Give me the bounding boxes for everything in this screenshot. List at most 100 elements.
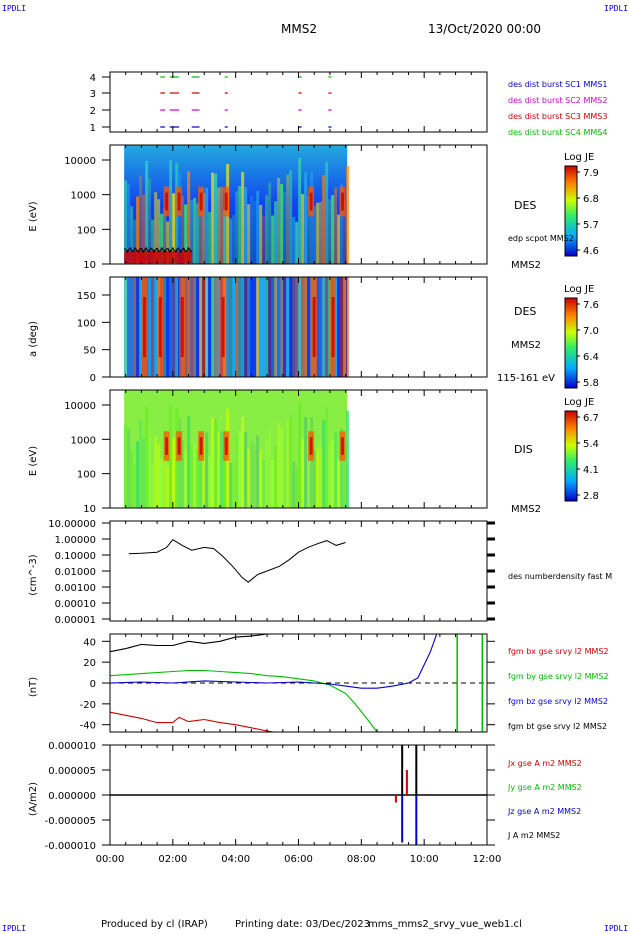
heatmap-column bbox=[331, 195, 335, 264]
footer-produced: Produced by cl (IRAP) bbox=[101, 919, 208, 930]
legend-entry-current: Jz gse A m2 MMS2 bbox=[507, 807, 581, 816]
heatmap-hotspot bbox=[177, 192, 181, 211]
heatmap-column bbox=[307, 277, 311, 377]
heatmap-column bbox=[229, 277, 233, 377]
heatmap-column bbox=[268, 182, 272, 264]
y-tick-label: 0.10000 bbox=[55, 551, 96, 562]
heatmap-column bbox=[124, 180, 128, 264]
y-axis-label: (nT) bbox=[28, 677, 39, 697]
heatmap-column bbox=[319, 446, 323, 508]
heatmap-column bbox=[346, 277, 350, 377]
heatmap-column bbox=[319, 201, 323, 264]
panel-frame bbox=[109, 71, 488, 133]
heatmap-column bbox=[277, 177, 281, 264]
heatmap-column bbox=[322, 277, 326, 377]
heatmap-column bbox=[196, 203, 200, 264]
field-line-bz bbox=[109, 633, 438, 689]
instrument-label: DES bbox=[514, 305, 536, 318]
heatmap-column bbox=[157, 199, 161, 264]
colorbar-tick-label: 6.7 bbox=[583, 413, 599, 424]
heatmap-column bbox=[298, 157, 302, 264]
heatmap-column bbox=[223, 454, 227, 508]
heatmap-column bbox=[274, 277, 278, 377]
y-axis-label: E (eV) bbox=[28, 201, 39, 231]
heatmap-column bbox=[124, 425, 128, 508]
field-line-bx bbox=[109, 711, 274, 733]
heatmap-column bbox=[340, 277, 344, 377]
panel-frame bbox=[109, 520, 488, 622]
y-tick-label: 10000 bbox=[64, 156, 96, 167]
y-tick-label: 1 bbox=[90, 123, 96, 134]
y-tick-label: 0.000010 bbox=[48, 741, 96, 752]
heatmap-column bbox=[142, 194, 146, 264]
legend-entry-field: fgm bz gse srvy l2 MMS2 bbox=[508, 697, 608, 706]
y-tick-label: 100 bbox=[77, 470, 96, 481]
heatmap-column bbox=[253, 200, 257, 264]
heatmap-column bbox=[319, 277, 323, 377]
heatmap-column bbox=[310, 172, 314, 264]
heatmap-column bbox=[238, 430, 242, 508]
heatmap-column bbox=[238, 277, 242, 377]
heatmap-column bbox=[307, 440, 311, 508]
heatmap-column bbox=[214, 418, 218, 508]
heatmap-column bbox=[139, 175, 143, 264]
heatmap-column bbox=[211, 172, 215, 264]
heatmap-column bbox=[232, 277, 236, 377]
heatmap-column bbox=[181, 440, 185, 508]
heatmap-column bbox=[340, 428, 344, 508]
heatmap-column bbox=[178, 417, 182, 508]
heatmap-column bbox=[202, 437, 206, 508]
heatmap-column bbox=[208, 212, 212, 264]
heatmap-column bbox=[304, 172, 308, 264]
heatmap-column bbox=[280, 184, 284, 264]
heatmap-column bbox=[310, 417, 314, 508]
field-line-by bbox=[109, 669, 378, 733]
heatmap-hotspot bbox=[221, 297, 225, 357]
heatmap-column bbox=[325, 277, 329, 377]
heatmap-column bbox=[301, 194, 305, 264]
heatmap-column bbox=[343, 198, 347, 264]
heatmap-column bbox=[145, 160, 149, 264]
heatmap-column bbox=[214, 277, 218, 377]
colorbar-tick-label: 7.9 bbox=[583, 168, 599, 179]
heatmap-column bbox=[328, 199, 332, 264]
corner-mark-bottom-left: IPDLI bbox=[2, 924, 27, 933]
heatmap-column bbox=[151, 464, 155, 508]
colorbar-tick-label: 7.0 bbox=[583, 326, 599, 337]
corner-mark-bottom-right: IPDLI bbox=[604, 924, 629, 933]
heatmap-column bbox=[292, 277, 296, 377]
colorbar-tick-label: 5.8 bbox=[583, 378, 599, 389]
heatmap-column bbox=[199, 433, 203, 508]
colorbar-tick-label: 7.6 bbox=[583, 300, 599, 311]
heatmap-column bbox=[193, 442, 197, 508]
y-tick-label: 20 bbox=[83, 658, 96, 669]
heatmap-column bbox=[196, 277, 200, 377]
heatmap-column bbox=[166, 465, 170, 508]
heatmap-column bbox=[283, 277, 287, 377]
heatmap-column bbox=[217, 277, 221, 377]
y-tick-label: 100 bbox=[77, 225, 96, 236]
heatmap-column bbox=[148, 423, 152, 508]
heatmap-column bbox=[226, 277, 230, 377]
heatmap-column bbox=[313, 205, 317, 264]
heatmap-column bbox=[166, 277, 170, 377]
heatmap-column bbox=[316, 202, 320, 264]
heatmap-column bbox=[187, 277, 191, 377]
heatmap-column bbox=[133, 219, 137, 264]
heatmap-column bbox=[193, 277, 197, 377]
heatmap-column bbox=[220, 431, 224, 508]
legend-entry-field: fgm bt gse srvy l2 MMS2 bbox=[508, 722, 607, 731]
y-axis-label: (A/m2) bbox=[28, 782, 39, 816]
legend-entry-burst: des dist burst SC1 MMS1 bbox=[508, 80, 607, 89]
heatmap-hotspot bbox=[177, 437, 181, 455]
y-tick-label: 10 bbox=[83, 504, 96, 515]
heatmap-column bbox=[325, 161, 329, 264]
heatmap-hotspot bbox=[309, 192, 313, 211]
heatmap-column bbox=[289, 277, 293, 377]
heatmap-hotspot bbox=[165, 192, 169, 211]
y-tick-label: -0.000010 bbox=[45, 841, 96, 852]
heatmap-column bbox=[232, 459, 236, 508]
heatmap-column bbox=[295, 466, 299, 508]
heatmap-column bbox=[256, 435, 260, 508]
field-line-bt bbox=[109, 633, 268, 653]
